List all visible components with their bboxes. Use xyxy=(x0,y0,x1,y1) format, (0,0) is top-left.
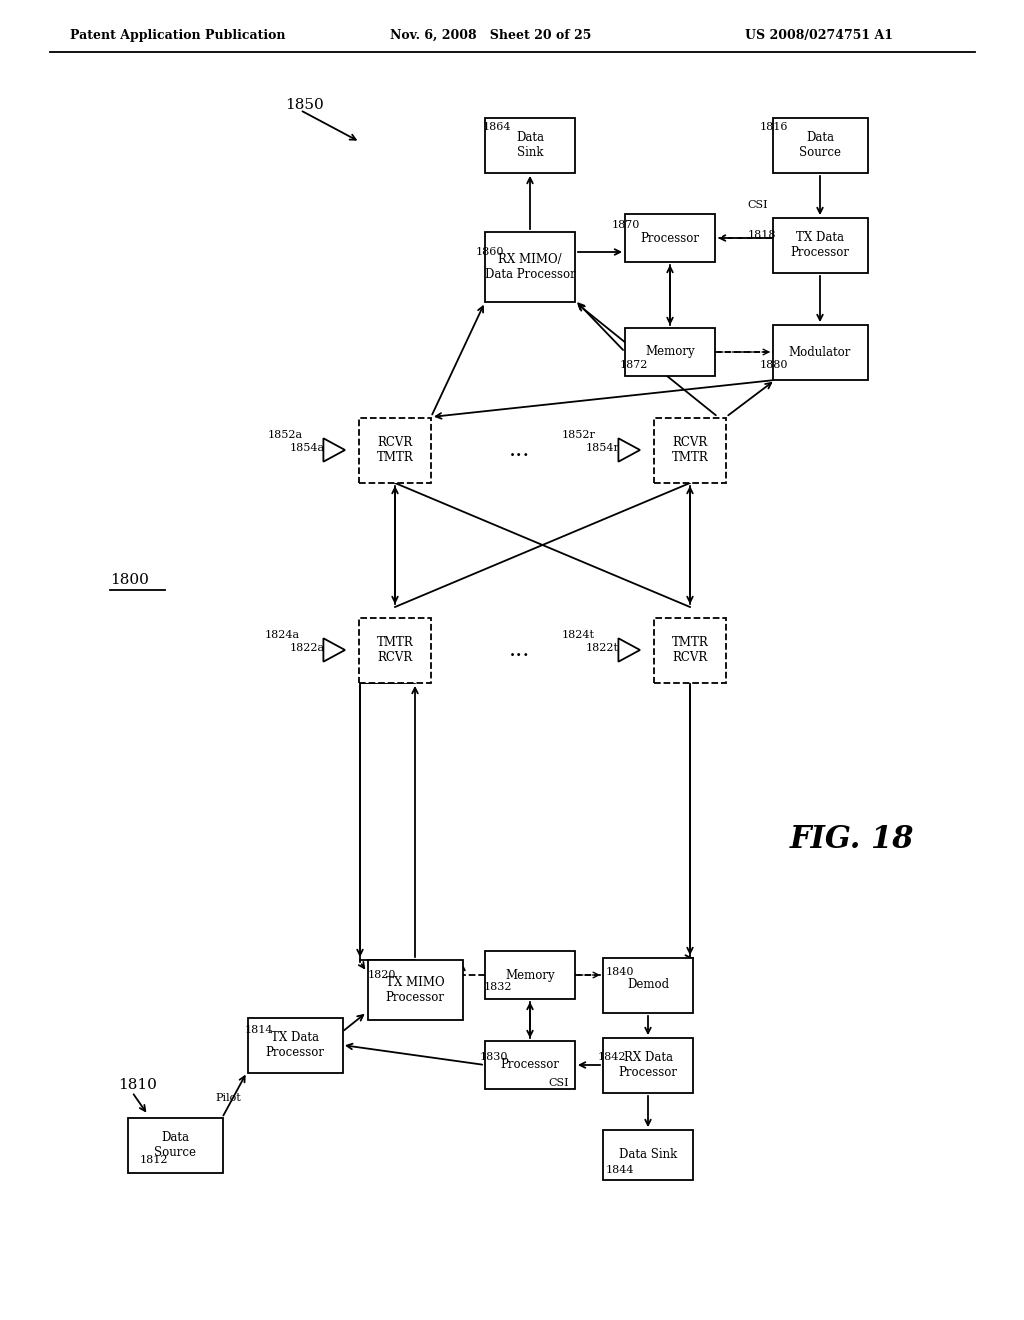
FancyBboxPatch shape xyxy=(603,957,693,1012)
Text: Processor: Processor xyxy=(501,1059,559,1072)
Text: Demod: Demod xyxy=(627,978,669,991)
Text: 1832: 1832 xyxy=(484,982,512,993)
FancyBboxPatch shape xyxy=(359,618,431,682)
Text: 1820: 1820 xyxy=(368,970,396,979)
Text: 1852a: 1852a xyxy=(268,430,303,440)
Text: 1854a: 1854a xyxy=(290,444,326,453)
Text: CSI: CSI xyxy=(746,201,768,210)
FancyBboxPatch shape xyxy=(654,417,726,483)
Text: 1822a: 1822a xyxy=(290,643,326,653)
Text: FIG. 18: FIG. 18 xyxy=(790,825,914,855)
Text: Patent Application Publication: Patent Application Publication xyxy=(70,29,286,41)
Text: RX MIMO/
Data Processor: RX MIMO/ Data Processor xyxy=(484,253,575,281)
Text: 1864: 1864 xyxy=(483,121,512,132)
Text: 1814: 1814 xyxy=(245,1026,273,1035)
FancyBboxPatch shape xyxy=(654,618,726,682)
Text: RCVR
TMTR: RCVR TMTR xyxy=(377,436,414,465)
Text: 1800: 1800 xyxy=(110,573,148,587)
FancyBboxPatch shape xyxy=(368,960,463,1020)
FancyBboxPatch shape xyxy=(359,417,431,483)
Text: US 2008/0274751 A1: US 2008/0274751 A1 xyxy=(745,29,893,41)
Text: TX Data
Processor: TX Data Processor xyxy=(265,1031,325,1059)
Text: 1840: 1840 xyxy=(606,968,635,977)
FancyBboxPatch shape xyxy=(485,950,575,999)
Text: TX MIMO
Processor: TX MIMO Processor xyxy=(385,975,444,1005)
FancyBboxPatch shape xyxy=(248,1018,342,1072)
Text: 1860: 1860 xyxy=(476,247,505,257)
Text: Data Sink: Data Sink xyxy=(618,1148,677,1162)
Text: CSI: CSI xyxy=(548,1078,568,1088)
Text: 1870: 1870 xyxy=(612,220,640,230)
Text: TMTR
RCVR: TMTR RCVR xyxy=(672,636,709,664)
Text: ...: ... xyxy=(509,639,530,661)
Text: 1812: 1812 xyxy=(140,1155,169,1166)
FancyBboxPatch shape xyxy=(625,214,715,261)
Text: Data
Source: Data Source xyxy=(799,131,841,158)
FancyBboxPatch shape xyxy=(485,117,575,173)
Text: Processor: Processor xyxy=(640,231,699,244)
Text: TMTR
RCVR: TMTR RCVR xyxy=(377,636,414,664)
Text: 1842: 1842 xyxy=(598,1052,627,1063)
Text: 1830: 1830 xyxy=(480,1052,509,1063)
Text: Memory: Memory xyxy=(505,969,555,982)
FancyBboxPatch shape xyxy=(603,1130,693,1180)
Text: 1822t: 1822t xyxy=(586,643,618,653)
Text: 1818: 1818 xyxy=(748,230,776,240)
Text: RX Data
Processor: RX Data Processor xyxy=(618,1051,678,1078)
Text: 1824a: 1824a xyxy=(265,630,300,640)
Text: Pilot: Pilot xyxy=(215,1093,241,1104)
FancyBboxPatch shape xyxy=(772,117,867,173)
Text: 1854r: 1854r xyxy=(586,444,620,453)
Text: 1872: 1872 xyxy=(620,360,648,370)
Text: 1850: 1850 xyxy=(285,98,324,112)
Text: Modulator: Modulator xyxy=(788,346,851,359)
FancyBboxPatch shape xyxy=(128,1118,222,1172)
Text: 1844: 1844 xyxy=(606,1166,635,1175)
Text: Memory: Memory xyxy=(645,346,695,359)
Text: Nov. 6, 2008   Sheet 20 of 25: Nov. 6, 2008 Sheet 20 of 25 xyxy=(390,29,592,41)
Text: 1824t: 1824t xyxy=(562,630,595,640)
Text: Data
Source: Data Source xyxy=(154,1131,196,1159)
FancyBboxPatch shape xyxy=(625,327,715,376)
FancyBboxPatch shape xyxy=(485,1041,575,1089)
Text: 1852r: 1852r xyxy=(562,430,596,440)
Text: TX Data
Processor: TX Data Processor xyxy=(791,231,850,259)
Text: ...: ... xyxy=(509,440,530,461)
Text: 1810: 1810 xyxy=(118,1078,157,1092)
Text: RCVR
TMTR: RCVR TMTR xyxy=(672,436,709,465)
Text: 1816: 1816 xyxy=(760,121,788,132)
FancyBboxPatch shape xyxy=(772,325,867,380)
Text: 1880: 1880 xyxy=(760,360,788,370)
FancyBboxPatch shape xyxy=(772,218,867,272)
Text: Data
Sink: Data Sink xyxy=(516,131,544,158)
FancyBboxPatch shape xyxy=(603,1038,693,1093)
FancyBboxPatch shape xyxy=(485,232,575,302)
